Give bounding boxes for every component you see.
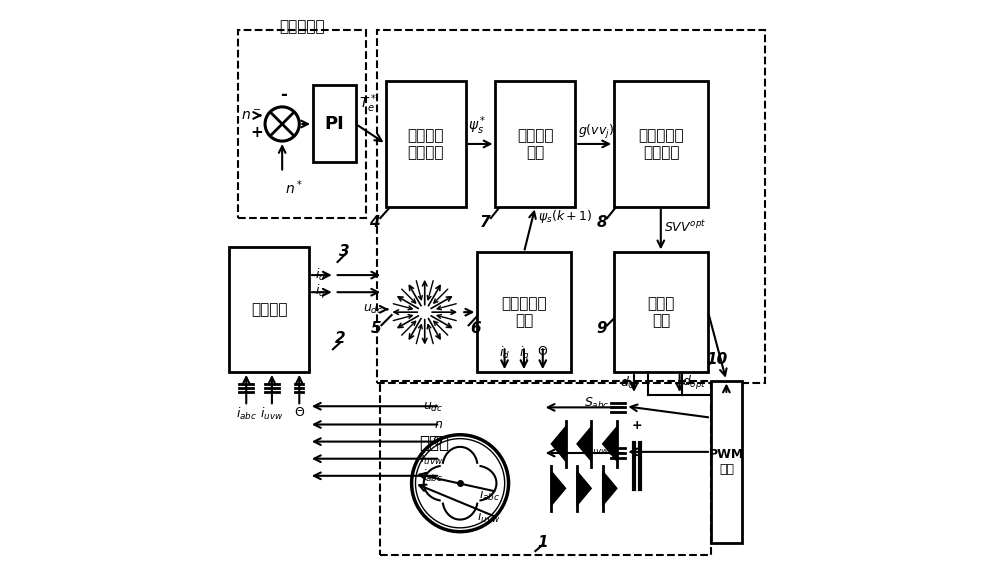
Polygon shape [577, 427, 591, 461]
FancyBboxPatch shape [477, 252, 571, 372]
Text: $i_{abc}$: $i_{abc}$ [422, 468, 443, 484]
Text: 给定磁链
矢量计算: 给定磁链 矢量计算 [408, 128, 444, 160]
Text: 5: 5 [371, 321, 381, 336]
Text: $i_{uvw}$: $i_{uvw}$ [420, 450, 443, 467]
Text: $SVV^{opt}$: $SVV^{opt}$ [664, 219, 707, 234]
Text: $u_{dc}$: $u_{dc}$ [423, 401, 443, 414]
Text: $u_{dc}$: $u_{dc}$ [363, 303, 383, 316]
Text: PWM
发波: PWM 发波 [709, 448, 744, 476]
Text: 主电路: 主电路 [419, 434, 449, 452]
Text: $i_d$: $i_d$ [499, 345, 510, 361]
Text: $T_e^*$: $T_e^*$ [359, 93, 376, 115]
Text: -: - [280, 86, 287, 104]
Text: +: + [632, 419, 642, 432]
Polygon shape [551, 427, 566, 461]
Polygon shape [603, 471, 617, 505]
Text: $i_d$: $i_d$ [315, 267, 326, 283]
Text: $n^-$: $n^-$ [241, 108, 261, 123]
Text: $\psi_s^*$: $\psi_s^*$ [468, 115, 486, 137]
Text: $n$: $n$ [434, 418, 443, 431]
Text: $n^*$: $n^*$ [285, 178, 303, 197]
Polygon shape [551, 471, 566, 505]
Text: 占空比
计算: 占空比 计算 [647, 296, 675, 328]
Text: $\psi_s(k+1)$: $\psi_s(k+1)$ [538, 208, 592, 225]
FancyBboxPatch shape [229, 246, 309, 372]
Text: $g(vv_j)$: $g(vv_j)$ [578, 123, 614, 140]
Text: $i_q$: $i_q$ [519, 345, 529, 363]
Text: $i_{abc}$: $i_{abc}$ [236, 406, 257, 422]
Text: $d_{opt}$: $d_{opt}$ [682, 374, 707, 393]
Text: 9: 9 [597, 321, 607, 336]
Text: PI: PI [324, 115, 344, 133]
Text: 1: 1 [537, 535, 548, 550]
Text: 3: 3 [339, 244, 350, 259]
Polygon shape [577, 471, 591, 505]
Text: 10: 10 [706, 352, 728, 367]
Text: $i_q$: $i_q$ [315, 283, 325, 301]
FancyBboxPatch shape [313, 85, 356, 162]
Text: $\Theta$: $\Theta$ [294, 406, 305, 419]
FancyBboxPatch shape [711, 380, 742, 543]
Text: 坐标变换: 坐标变换 [251, 302, 287, 317]
Text: $\Theta$: $\Theta$ [537, 345, 548, 358]
FancyBboxPatch shape [386, 81, 466, 207]
Text: 7: 7 [480, 215, 491, 230]
Text: $d_0$: $d_0$ [620, 375, 635, 391]
Text: 电流与磁链
预测: 电流与磁链 预测 [501, 296, 547, 328]
Text: 6: 6 [470, 321, 481, 336]
FancyBboxPatch shape [495, 81, 575, 207]
Text: 4: 4 [369, 215, 380, 230]
Text: 最优控制矢
量集确定: 最优控制矢 量集确定 [638, 128, 684, 160]
Text: $i_{abc}$: $i_{abc}$ [479, 486, 500, 503]
Text: 价值函数
评估: 价值函数 评估 [517, 128, 554, 160]
Text: +: + [251, 125, 263, 140]
Text: 转速控制器: 转速控制器 [279, 19, 324, 34]
FancyBboxPatch shape [614, 81, 708, 207]
Text: 2: 2 [335, 331, 345, 346]
Polygon shape [603, 427, 617, 461]
Text: $i_{uvw}$: $i_{uvw}$ [477, 509, 500, 525]
FancyBboxPatch shape [614, 252, 708, 372]
Text: $\Theta$: $\Theta$ [432, 435, 443, 448]
Text: 8: 8 [597, 215, 607, 230]
Text: $S_{abc}$: $S_{abc}$ [584, 396, 609, 411]
Text: $S_{uvw}$: $S_{uvw}$ [582, 441, 609, 457]
Text: $i_{uvw}$: $i_{uvw}$ [260, 406, 284, 422]
